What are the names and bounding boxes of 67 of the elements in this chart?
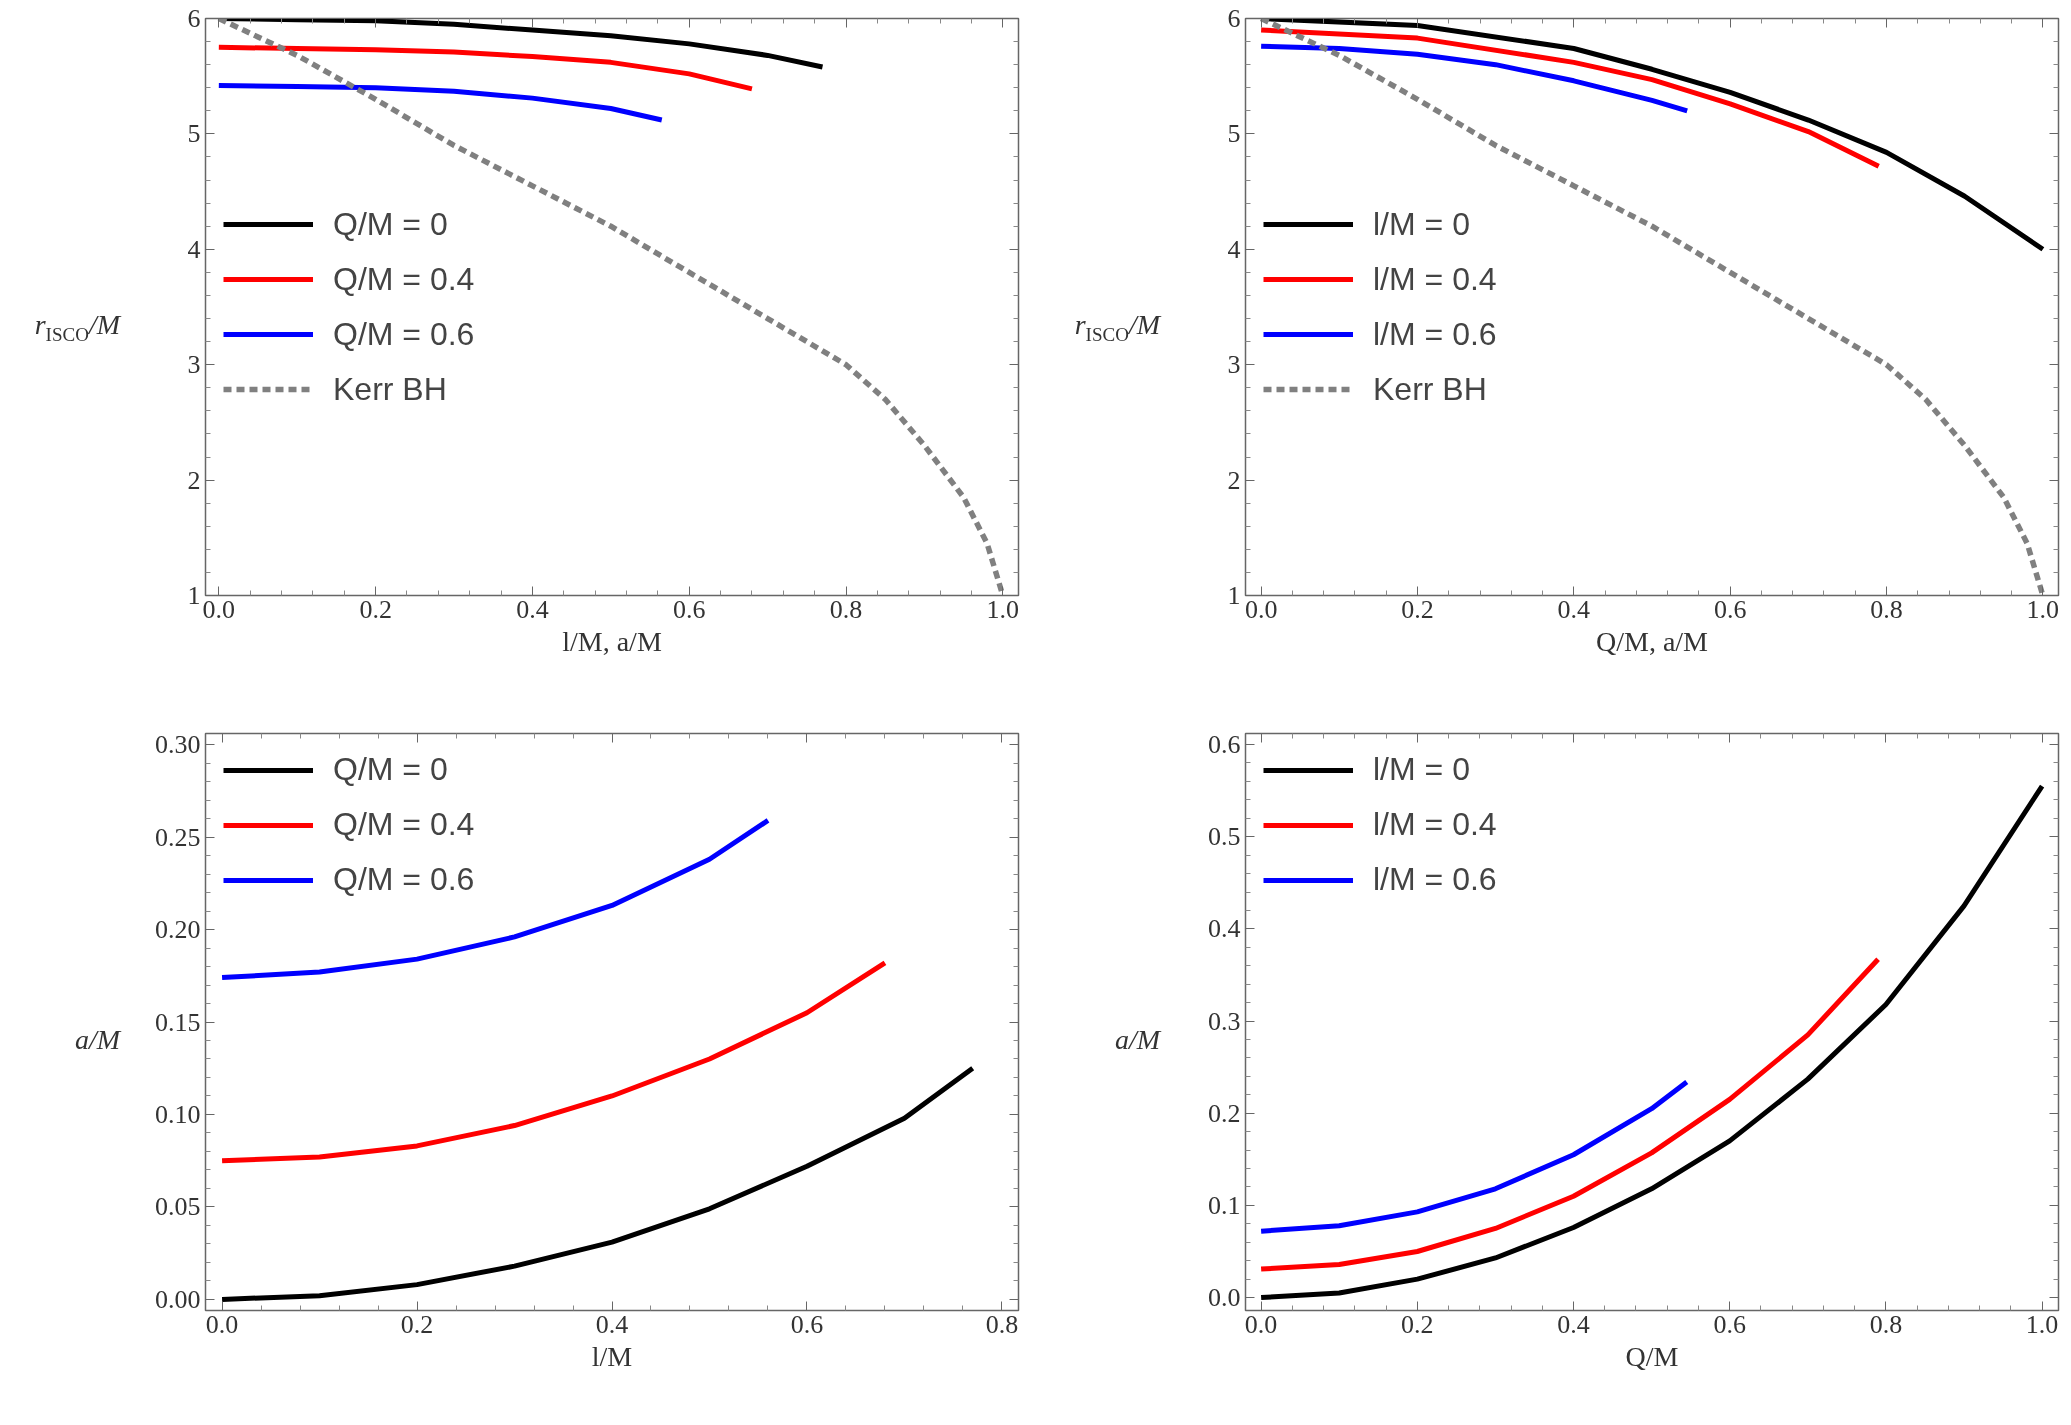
legend-label: Q/M = 0.4 (333, 260, 475, 298)
legend-label: l/M = 0.6 (1373, 315, 1497, 353)
y-tick-label: 0.5 (1208, 822, 1241, 852)
x-tick-label: 0.8 (985, 1309, 1019, 1339)
y-axis-title: r$_{ISCO}$/M (34, 308, 120, 347)
x-tick-label: 1.0 (2026, 594, 2060, 624)
y-tick-label: 6 (187, 4, 201, 33)
legend-label: Q/M = 0 (333, 751, 448, 788)
x-tick-label: 0.4 (1557, 594, 1591, 624)
legend-label: l/M = 0.4 (1373, 260, 1497, 298)
y-tick-label: 5 (1227, 119, 1241, 149)
legend-label: Q/M = 0.4 (333, 806, 475, 843)
y-tick-label: 5 (187, 119, 201, 149)
legend-label: Q/M = 0.6 (333, 861, 475, 898)
y-axis-title: a/M (1114, 1023, 1160, 1057)
y-tick-label: 0.05 (155, 1192, 201, 1222)
y-tick-label: 0.20 (155, 915, 201, 945)
x-axis-title: Q/M, a/M (1596, 625, 1709, 657)
x-tick-label: 1.0 (2025, 1309, 2059, 1339)
x-tick-label: 0.2 (400, 1309, 434, 1339)
y-tick-label: 0.2 (1208, 1098, 1241, 1128)
x-tick-label: 0.8 (1870, 594, 1903, 624)
legend-label: l/M = 0.4 (1373, 806, 1497, 843)
x-tick-label: 1.0 (986, 594, 1020, 624)
y-tick-label: 3 (187, 350, 201, 380)
y-tick-label: 0.6 (1208, 730, 1241, 760)
x-tick-label: 0.8 (1869, 1309, 1903, 1339)
x-tick-label: 0.6 (672, 594, 706, 624)
y-tick-label: 0.10 (155, 1099, 201, 1129)
x-axis-title: l/M (591, 1340, 633, 1372)
y-tick-label: 0.3 (1208, 1006, 1241, 1036)
x-tick-label: 0.6 (1713, 594, 1747, 624)
x-tick-label: 0.2 (359, 594, 392, 624)
legend-label: Q/M = 0 (333, 205, 448, 243)
legend-label: Kerr BH (1373, 370, 1487, 408)
x-tick-label: 0.8 (829, 594, 863, 624)
x-tick-label: 0.6 (1713, 1309, 1746, 1339)
y-tick-label: 0.1 (1208, 1190, 1241, 1220)
y-tick-label: 4 (1227, 234, 1241, 264)
x-tick-label: 0.4 (516, 594, 549, 624)
y-tick-label: 0.30 (155, 730, 201, 760)
legend-label: Q/M = 0.6 (333, 315, 475, 353)
y-tick-label: 1 (187, 581, 201, 610)
x-tick-label: 0.2 (1401, 1309, 1434, 1339)
y-tick-label: 3 (1227, 350, 1241, 380)
y-tick-label: 1 (1227, 581, 1241, 610)
y-tick-label: 0.15 (155, 1007, 201, 1037)
y-tick-label: 4 (187, 234, 201, 264)
y-tick-label: 0.0 (1208, 1283, 1241, 1313)
x-tick-label: 0.4 (595, 1309, 629, 1339)
x-axis-title: l/M, a/M (562, 625, 662, 657)
y-tick-label: 0.00 (155, 1284, 201, 1314)
legend-label: Kerr BH (333, 370, 447, 408)
legend-label: l/M = 0 (1373, 751, 1470, 788)
y-tick-label: 2 (1227, 465, 1241, 495)
legend-label: l/M = 0.6 (1373, 861, 1497, 898)
x-tick-label: 0.4 (1557, 1309, 1590, 1339)
y-tick-label: 2 (187, 465, 201, 495)
x-tick-label: 0.6 (790, 1309, 824, 1339)
y-tick-label: 0.25 (155, 822, 201, 852)
y-axis-title: r$_{ISCO}$/M (1074, 308, 1160, 347)
y-tick-label: 6 (1227, 4, 1241, 33)
legend-label: l/M = 0 (1373, 205, 1470, 243)
x-tick-label: 0.2 (1401, 594, 1434, 624)
y-tick-label: 0.4 (1208, 914, 1241, 944)
y-axis-title: a/M (74, 1023, 120, 1057)
x-axis-title: Q/M (1625, 1340, 1679, 1372)
